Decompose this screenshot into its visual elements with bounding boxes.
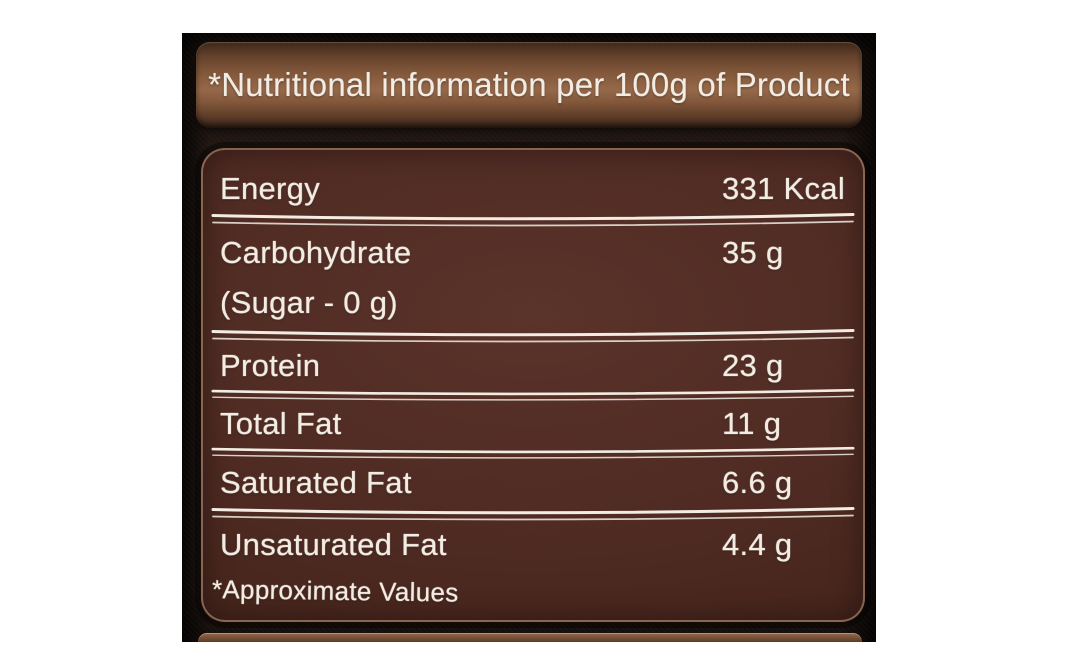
label-header-banner: *Nutritional information per 100g of Pro… [196,42,862,128]
table-row: Saturated Fat 6.6 g [203,460,863,506]
table-row: Total Fat 11 g [203,402,863,446]
nutrient-value: 23 g [722,348,784,383]
nutrient-label: Saturated Fat [220,465,412,500]
divider-line [203,212,863,228]
table-row: Energy 331 Kcal [203,166,863,212]
table-row: Unsaturated Fat 4.4 g [203,522,863,568]
approximate-values-footnote: *Approximate Values [211,573,459,608]
table-row: Protein 23 g [203,344,863,388]
divider-line [203,506,863,522]
table-row: Carbohydrate 35 g [203,228,863,278]
nutrition-panel: Energy 331 Kcal Carbohydrate 35 g (Sugar… [201,148,865,622]
divider-line [203,388,863,402]
nutrient-value: 4.4 g [722,527,793,562]
nutrient-label: Energy [220,171,321,206]
nutrient-label: Carbohydrate [220,235,412,270]
label-header-title: *Nutritional information per 100g of Pro… [208,66,850,103]
next-panel-sliver [198,633,862,642]
nutrient-value: 35 g [722,235,784,270]
nutrient-label: Total Fat [220,406,342,441]
nutrient-label: Protein [220,348,321,383]
product-photo: *Nutritional information per 100g of Pro… [182,33,876,642]
nutrient-label: (Sugar - 0 g) [220,285,398,320]
nutrient-label: Unsaturated Fat [220,527,447,562]
nutrient-value: 331 Kcal [722,171,846,206]
nutrient-value: 6.6 g [722,465,793,500]
nutrient-value: 11 g [722,406,782,441]
table-row: (Sugar - 0 g) [203,278,863,328]
divider-line [203,328,863,344]
divider-line [203,446,863,460]
